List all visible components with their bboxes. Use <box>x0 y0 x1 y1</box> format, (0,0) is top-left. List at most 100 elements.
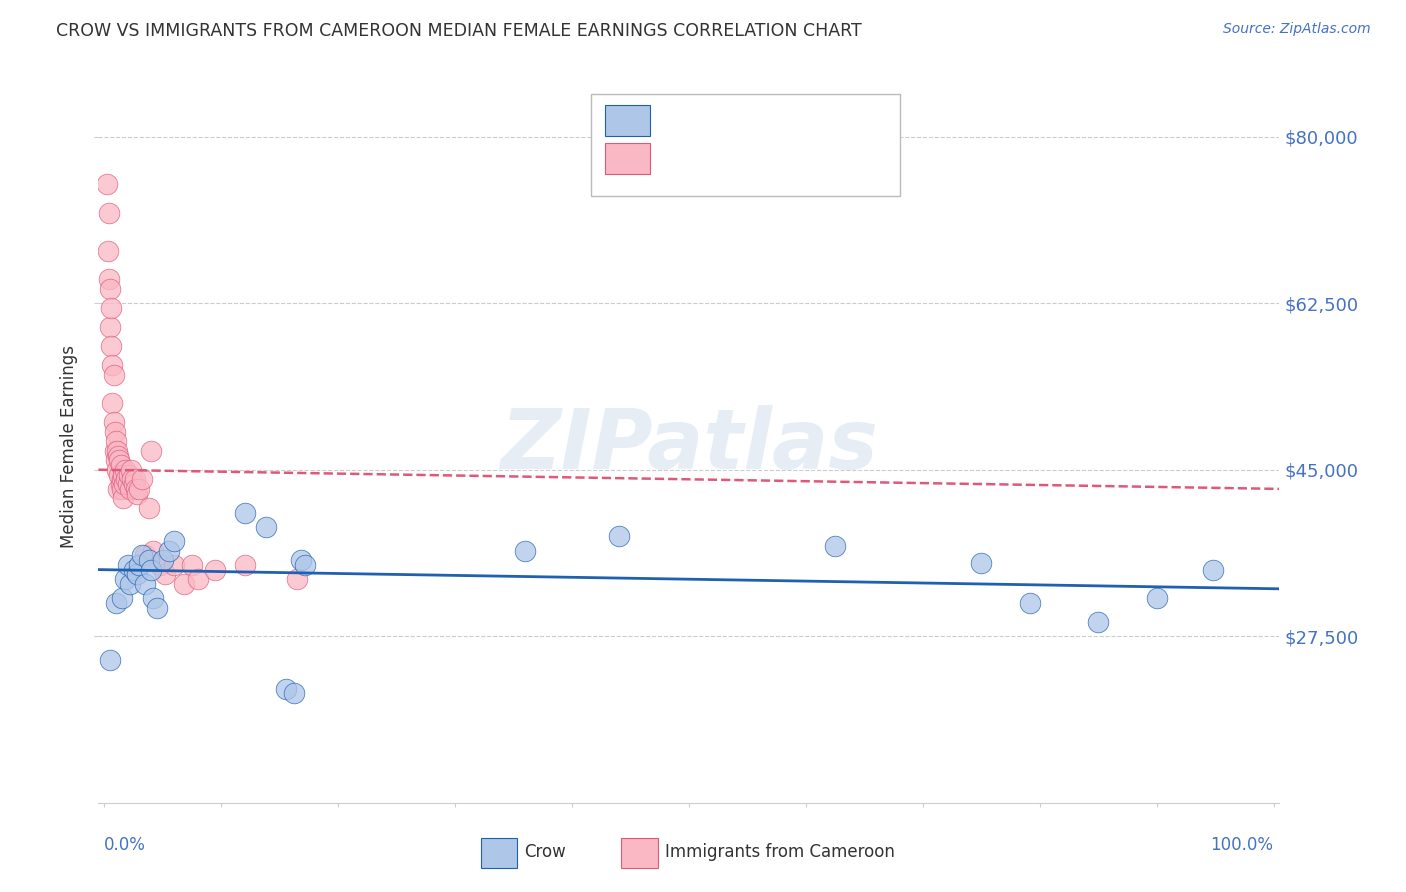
Point <box>101 358 124 372</box>
Point <box>112 477 135 491</box>
Point <box>163 558 186 572</box>
Point <box>142 591 165 606</box>
Point <box>115 472 138 486</box>
Point <box>103 415 125 429</box>
Point <box>607 529 630 543</box>
Point <box>118 577 141 591</box>
Point <box>173 577 195 591</box>
Point <box>110 458 132 472</box>
Point <box>108 467 131 482</box>
Point <box>134 549 156 563</box>
Point <box>824 539 846 553</box>
Point <box>294 558 316 572</box>
Point <box>146 600 169 615</box>
Text: R =: R = <box>664 150 703 168</box>
Point <box>233 506 256 520</box>
Point <box>96 178 118 192</box>
Point <box>97 206 120 220</box>
Point <box>98 282 121 296</box>
Point <box>103 368 125 382</box>
Point <box>149 558 172 572</box>
Point <box>118 482 141 496</box>
Text: Source: ZipAtlas.com: Source: ZipAtlas.com <box>1223 22 1371 37</box>
Text: -0.020: -0.020 <box>702 112 766 129</box>
Text: N =: N = <box>779 150 818 168</box>
Point <box>1146 591 1168 606</box>
Point <box>187 572 209 586</box>
Point <box>97 272 120 286</box>
Point <box>125 567 148 582</box>
Point <box>139 443 162 458</box>
Point <box>100 301 122 315</box>
Point <box>104 425 127 439</box>
Point <box>122 563 145 577</box>
Point <box>111 472 134 486</box>
Point <box>131 472 153 486</box>
Point <box>125 486 148 500</box>
Point <box>1202 563 1225 577</box>
Text: N =: N = <box>779 112 818 129</box>
Point <box>163 534 186 549</box>
Point <box>121 472 143 486</box>
Point <box>254 520 277 534</box>
Point <box>128 482 150 496</box>
Point <box>108 453 131 467</box>
Point <box>101 396 124 410</box>
Point <box>204 563 226 577</box>
Point <box>153 567 176 582</box>
Point <box>152 553 174 567</box>
Text: CROW VS IMMIGRANTS FROM CAMEROON MEDIAN FEMALE EARNINGS CORRELATION CHART: CROW VS IMMIGRANTS FROM CAMEROON MEDIAN … <box>56 22 862 40</box>
Point <box>120 463 142 477</box>
Point <box>122 477 145 491</box>
Point <box>233 558 256 572</box>
Point <box>285 572 308 586</box>
Text: ZIPatlas: ZIPatlas <box>501 406 877 486</box>
Point <box>1087 615 1109 629</box>
Point <box>98 653 121 667</box>
Point <box>128 558 150 572</box>
Text: Crow: Crow <box>524 843 567 861</box>
Point <box>104 453 127 467</box>
Point <box>1019 596 1042 610</box>
Point <box>100 339 122 353</box>
Point <box>107 449 129 463</box>
Point <box>117 477 139 491</box>
Point <box>110 477 132 491</box>
Point <box>105 463 128 477</box>
Point <box>111 482 134 496</box>
Text: R =: R = <box>664 112 703 129</box>
Text: 0.0%: 0.0% <box>104 836 146 855</box>
Point <box>118 467 141 482</box>
Text: 100.0%: 100.0% <box>1211 836 1274 855</box>
Point <box>104 434 127 449</box>
Point <box>138 500 160 515</box>
Point <box>181 558 204 572</box>
Point <box>97 244 120 258</box>
Point <box>125 482 148 496</box>
Point <box>98 320 121 334</box>
Text: 55: 55 <box>818 150 844 168</box>
Text: -0.012: -0.012 <box>702 150 766 168</box>
Point <box>111 467 134 482</box>
Point <box>134 577 156 591</box>
Point <box>290 553 312 567</box>
Point <box>104 596 127 610</box>
Point <box>142 543 165 558</box>
Point <box>114 463 136 477</box>
Point <box>274 681 297 696</box>
Point <box>114 572 136 586</box>
Point <box>107 482 129 496</box>
Point <box>111 491 134 506</box>
Point <box>283 686 305 700</box>
Y-axis label: Median Female Earnings: Median Female Earnings <box>60 344 79 548</box>
Point <box>157 543 180 558</box>
Point <box>105 443 128 458</box>
Point <box>124 472 146 486</box>
Point <box>131 549 153 563</box>
Point <box>111 591 134 606</box>
Text: 32: 32 <box>818 112 844 129</box>
Text: Immigrants from Cameroon: Immigrants from Cameroon <box>665 843 894 861</box>
Point <box>138 553 160 567</box>
Point <box>515 543 537 558</box>
Point <box>139 563 162 577</box>
